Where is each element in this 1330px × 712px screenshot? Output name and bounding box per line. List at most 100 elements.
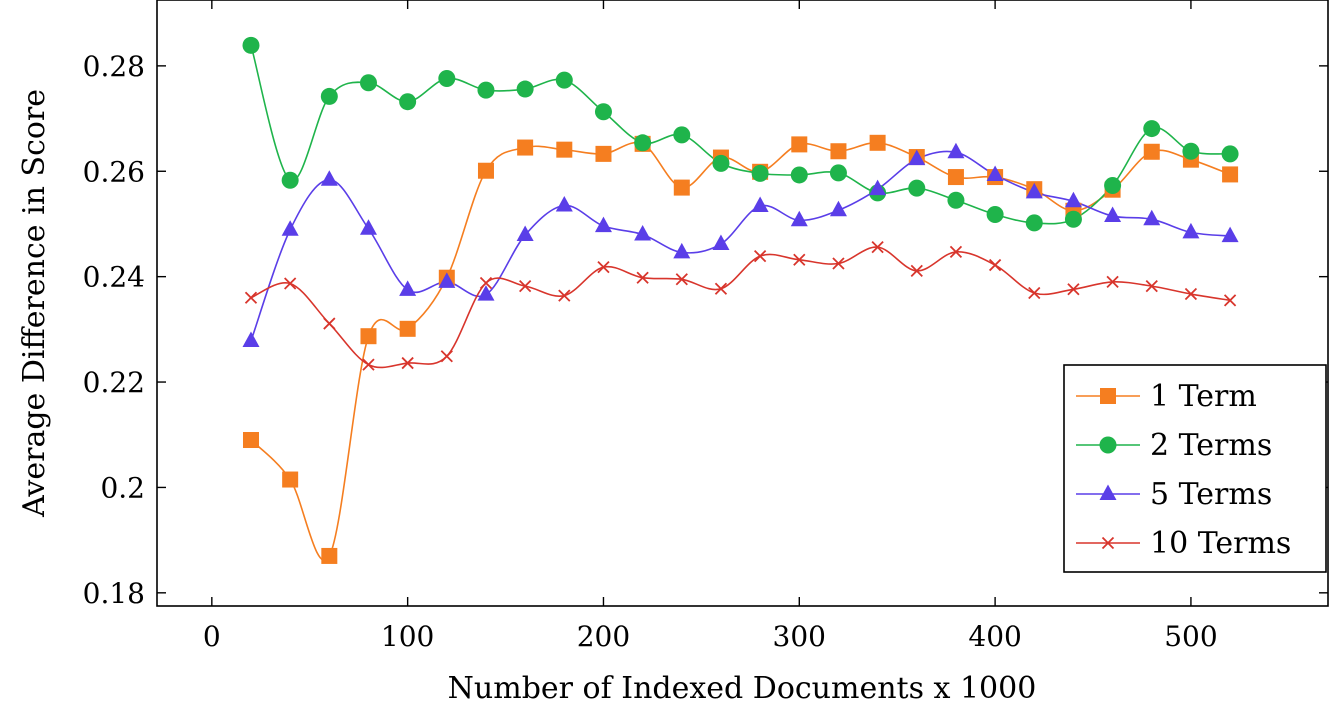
legend: 1 Term 2 Terms 5 Terms 10 Terms (1063, 364, 1327, 573)
data-point-cross (949, 245, 963, 259)
data-point-square (477, 162, 494, 179)
data-point-circle (438, 70, 456, 88)
legend-label: 10 Terms (1150, 526, 1291, 561)
data-point-square (242, 432, 259, 449)
x-axis: 0 100 200 300 400 500 (203, 0, 1218, 653)
data-point-triangle (673, 242, 691, 259)
data-point-circle (477, 81, 495, 99)
data-point-cross (519, 280, 532, 293)
data-point-cross (675, 273, 688, 286)
data-point-cross (1106, 275, 1119, 289)
data-point-square (282, 471, 299, 488)
x-axis-title: Number of Indexed Documents x 1000 (448, 671, 1037, 706)
data-point-triangle (829, 200, 847, 217)
data-point-cross (323, 317, 336, 330)
data-point-circle (1143, 120, 1161, 138)
data-point-triangle (399, 280, 417, 296)
data-point-cross (597, 261, 610, 274)
data-point-cross (793, 253, 806, 266)
data-point-circle (594, 103, 612, 121)
data-point-triangle (790, 210, 808, 227)
data-point-circle (320, 87, 338, 105)
data-point-square (791, 136, 808, 153)
data-point-triangle (281, 220, 299, 236)
data-point-circle (516, 80, 534, 98)
data-point-circle (359, 74, 377, 92)
y-axis: 0.18 0.2 0.22 0.24 0.26 0.28 (83, 50, 1328, 610)
x-tick-label: 200 (577, 620, 630, 653)
x-tick-label: 100 (381, 620, 434, 653)
legend-label: 1 Term (1150, 379, 1257, 414)
data-point-circle (790, 166, 808, 184)
data-point-circle (908, 179, 926, 197)
data-point-circle (829, 164, 847, 182)
data-point-triangle (634, 224, 652, 241)
y-axis-title: Average Difference in Score (17, 89, 52, 518)
data-point-triangle (1143, 209, 1161, 226)
data-point-square (830, 143, 847, 160)
data-point-cross (871, 241, 884, 254)
data-point-square (1143, 143, 1160, 160)
data-point-cross (1067, 283, 1080, 296)
data-point-triangle (986, 165, 1004, 181)
data-point-square (869, 134, 886, 151)
data-point-cross (440, 350, 453, 363)
data-point-circle (1182, 142, 1200, 160)
legend-marker (1099, 484, 1117, 500)
x-tick-label: 500 (1164, 620, 1217, 653)
data-point-cross (479, 276, 493, 290)
data-point-square (399, 320, 416, 337)
data-point-cross (714, 282, 728, 295)
legend-marker (1100, 388, 1116, 404)
x-tick-label: 400 (968, 620, 1021, 653)
data-point-cross (558, 289, 571, 302)
data-point-square (556, 141, 573, 158)
data-point-circle (242, 36, 260, 54)
y-tick-label: 0.28 (83, 50, 145, 83)
data-point-triangle (1221, 226, 1239, 243)
data-point-triangle (1025, 182, 1043, 199)
data-point-cross (753, 249, 767, 263)
data-point-cross (401, 356, 414, 370)
series-line-2 (250, 45, 1231, 225)
data-point-triangle (869, 179, 887, 196)
data-point-circle (1221, 145, 1239, 163)
data-point-cross (910, 264, 923, 277)
data-point-circle (1064, 210, 1082, 228)
data-point-circle (399, 93, 417, 111)
data-point-square (517, 139, 534, 156)
data-point-triangle (1104, 206, 1122, 223)
data-point-triangle (242, 331, 260, 347)
y-tick-label: 0.26 (83, 155, 145, 188)
legend-label: 2 Terms (1150, 428, 1272, 463)
data-point-circle (555, 71, 573, 89)
data-point-cross (988, 258, 1002, 272)
legend-label: 5 Terms (1150, 477, 1272, 512)
data-point-triangle (438, 272, 456, 288)
data-point-cross (244, 291, 258, 304)
plot-frame (156, 0, 1329, 607)
y-tick-label: 0.18 (83, 577, 145, 610)
data-point-triangle (555, 196, 573, 212)
data-point-cross (832, 257, 845, 270)
data-point-triangle (477, 285, 495, 301)
data-point-circle (1104, 176, 1122, 194)
series-markers (242, 36, 1239, 564)
data-point-circle (986, 205, 1004, 223)
y-tick-label: 0.24 (83, 261, 145, 294)
data-point-square (1222, 166, 1239, 183)
data-point-circle (712, 154, 730, 172)
data-point-square (595, 145, 612, 162)
data-point-triangle (594, 216, 612, 233)
legend-marker (1101, 536, 1115, 550)
data-point-triangle (947, 142, 965, 159)
x-tick-label: 0 (203, 620, 221, 653)
data-point-cross (636, 271, 649, 284)
data-point-triangle (908, 149, 926, 166)
series-line-3 (250, 150, 1231, 342)
data-point-square (360, 328, 377, 345)
data-point-triangle (1182, 222, 1200, 239)
x-tick-label: 300 (773, 620, 826, 653)
data-point-triangle (751, 196, 769, 213)
legend-marker (1099, 436, 1117, 454)
